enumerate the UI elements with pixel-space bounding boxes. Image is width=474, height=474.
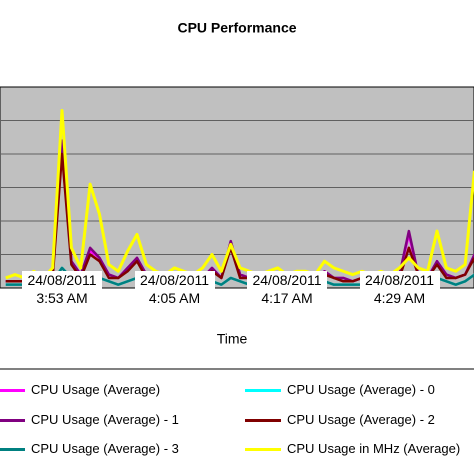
x-tick-label: 24/08/2011 4:05 AM [134, 271, 215, 307]
legend-swatch [245, 389, 281, 392]
legend-swatch [0, 448, 25, 451]
legend-label: CPU Usage (Average) [31, 382, 161, 397]
x-tick-label: 24/08/2011 4:29 AM [359, 271, 440, 307]
legend-label: CPU Usage in MHz (Average) [287, 441, 461, 456]
legend-label: CPU Usage (Average) - 1 [31, 411, 179, 427]
legend-swatch [0, 389, 25, 392]
x-tick-label: 24/08/2011 3:53 AM [22, 271, 102, 307]
legend-swatch [0, 418, 25, 422]
x-tick-label: 24/08/2011 4:17 AM [247, 271, 327, 307]
series-line [5, 108, 474, 280]
legend-label: CPU Usage (Average) - 0 [287, 382, 435, 397]
x-axis-title: Time [217, 331, 248, 347]
chart-title: CPU Performance [177, 20, 296, 36]
legend-label: CPU Usage (Average) - 3 [31, 441, 179, 456]
legend-swatch [245, 448, 281, 451]
legend-label: CPU Usage (Average) - 2 [287, 411, 435, 427]
legend-swatch [245, 418, 281, 422]
